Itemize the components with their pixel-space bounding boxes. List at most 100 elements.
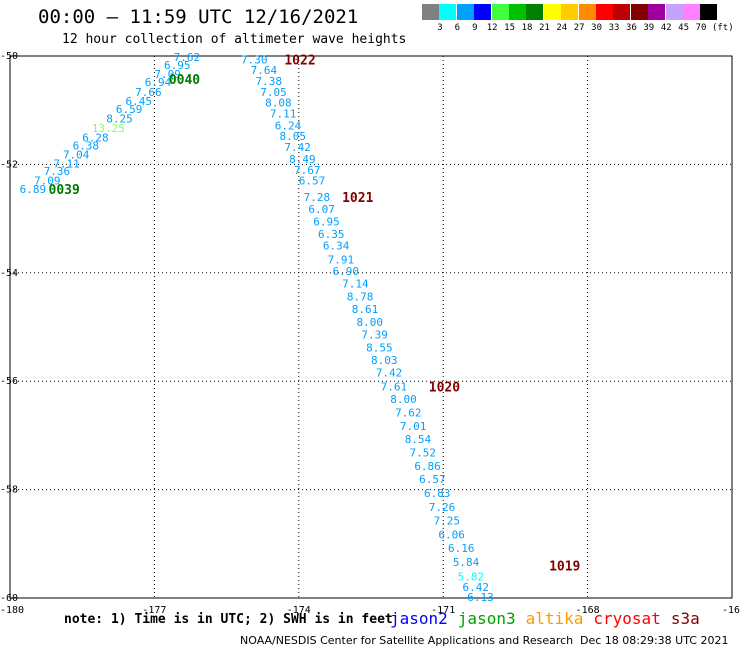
legend-label: 36 (625, 23, 637, 33)
wave-height-label: 8.61 (352, 303, 379, 316)
legend-label: 70 (695, 23, 707, 33)
wave-height-label: 7.42 (284, 141, 311, 154)
wave-height-label: 6.16 (448, 542, 475, 555)
wave-height-label: 6.95 (313, 215, 340, 228)
legend-swatch (596, 4, 613, 20)
lat-tick-label: -58 (0, 485, 18, 496)
wave-height-label: 7.62 (174, 51, 201, 64)
wave-height-label: 8.00 (390, 393, 417, 406)
legend-swatch (578, 4, 596, 20)
legend-label: 39 (643, 23, 655, 33)
wave-height-label: 8.55 (366, 342, 393, 355)
wave-height-label: 7.11 (270, 107, 297, 120)
legend-swatch (509, 4, 526, 20)
pass-label: 1019 (549, 559, 580, 574)
legend-swatch (491, 4, 509, 20)
wave-height-label: 7.30 (241, 53, 267, 66)
legend-label: 15 (504, 23, 516, 33)
legend-swatch (700, 4, 718, 20)
lat-tick-label: -60 (0, 593, 18, 604)
satellite-name: s3a (670, 609, 700, 628)
wave-height-label: 6.34 (323, 240, 350, 253)
map-frame (9, 55, 733, 599)
lat-tick-label: -56 (0, 376, 18, 387)
wave-height-label: 5.84 (453, 556, 480, 569)
pass-label: 1021 (342, 191, 373, 206)
wave-height-label: 7.91 (328, 253, 355, 266)
wave-height-label: 6.95 (164, 59, 191, 72)
page-title: 00:00 – 11:59 UTC 12/16/2021 (38, 6, 359, 28)
wave-height-label: 7.36 (44, 165, 70, 178)
pass-label: 0040 (169, 73, 200, 88)
wave-height-label: 6.07 (308, 203, 335, 216)
lon-tick-label: -171 (431, 605, 455, 616)
wave-height-label: 7.14 (342, 278, 369, 291)
legend-swatch (456, 4, 474, 20)
wave-height-label: 7.61 (381, 381, 408, 394)
wave-height-label: 7.25 (434, 514, 461, 527)
wave-height-label: 6.06 (438, 529, 465, 542)
footnote: note: 1) Time is in UTC; 2) SWH is in fe… (64, 612, 393, 627)
wave-height-label: 7.42 (376, 367, 403, 380)
satellite-name: cryosat (593, 609, 661, 628)
lon-tick-label: -177 (142, 605, 166, 616)
lon-tick-label: -174 (287, 605, 311, 616)
wave-height-label: 13.25 (92, 122, 125, 135)
wave-height-label: 7.39 (361, 329, 388, 342)
wave-height-label: 6.38 (73, 139, 100, 152)
wave-height-label: 7.04 (63, 149, 90, 162)
wave-height-label: 7.66 (135, 86, 162, 99)
wave-height-label: 6.45 (126, 95, 152, 108)
wave-height-label: 5.82 (458, 570, 485, 583)
wave-height-label: 7.67 (294, 164, 321, 177)
legend-swatch (543, 4, 561, 20)
wave-height-label: 7.09 (154, 68, 181, 81)
legend-label: 30 (591, 23, 603, 33)
lat-tick-label: -54 (0, 268, 18, 279)
wave-height-label: 7.26 (429, 501, 456, 514)
lat-tick-label: -50 (0, 51, 18, 62)
legend-swatch (439, 4, 457, 20)
pass-label: 1020 (429, 381, 460, 396)
legend-swatch (613, 4, 631, 20)
legend-swatch (526, 4, 544, 20)
wave-height-label: 8.49 (289, 153, 316, 166)
wave-height-label: 6.35 (318, 228, 345, 241)
legend-label: 27 (573, 23, 585, 33)
wave-height-label: 7.64 (251, 64, 278, 77)
legend-label: 42 (660, 23, 672, 33)
pass-label: 0039 (49, 183, 80, 198)
legend-label: 12 (486, 23, 498, 33)
wave-height-label: 8.00 (357, 316, 384, 329)
pass-label: 1022 (284, 53, 315, 68)
wave-height-label: 6.13 (467, 591, 494, 604)
wave-height-label: 6.59 (116, 103, 143, 116)
page-subtitle: 12 hour collection of altimeter wave hei… (62, 32, 407, 47)
legend-label: 6 (454, 23, 461, 33)
wave-height-label: 7.62 (395, 407, 422, 420)
satellite-name: jason3 (457, 609, 516, 628)
legend-swatch (630, 4, 648, 20)
wave-height-label: 7.28 (304, 191, 331, 204)
wave-height-label: 6.42 (462, 581, 489, 594)
wave-height-label: 6.86 (414, 460, 441, 473)
legend-label: 3 (437, 23, 443, 33)
wave-height-label: 6.83 (424, 487, 451, 500)
legend-label: 18 (521, 23, 533, 33)
satellite-name: altika (525, 609, 584, 628)
legend-label: 21 (538, 23, 550, 33)
legend-label: 45 (678, 23, 690, 33)
wave-height-label: 7.38 (255, 75, 281, 88)
lon-tick-label: -16 (722, 605, 740, 616)
legend-swatch (648, 4, 666, 20)
wave-height-label: 8.05 (280, 130, 307, 143)
legend-label: 9 (472, 23, 478, 33)
wave-height-label: 6.28 (82, 131, 109, 144)
wave-height-label: 8.03 (371, 354, 398, 367)
wave-height-label: 7.09 (34, 175, 61, 188)
wave-height-label: 8.78 (347, 291, 374, 304)
wave-height-label: 8.08 (265, 97, 292, 110)
wave-height-label: 7.52 (410, 447, 437, 460)
legend-unit: (ft) (711, 23, 734, 33)
